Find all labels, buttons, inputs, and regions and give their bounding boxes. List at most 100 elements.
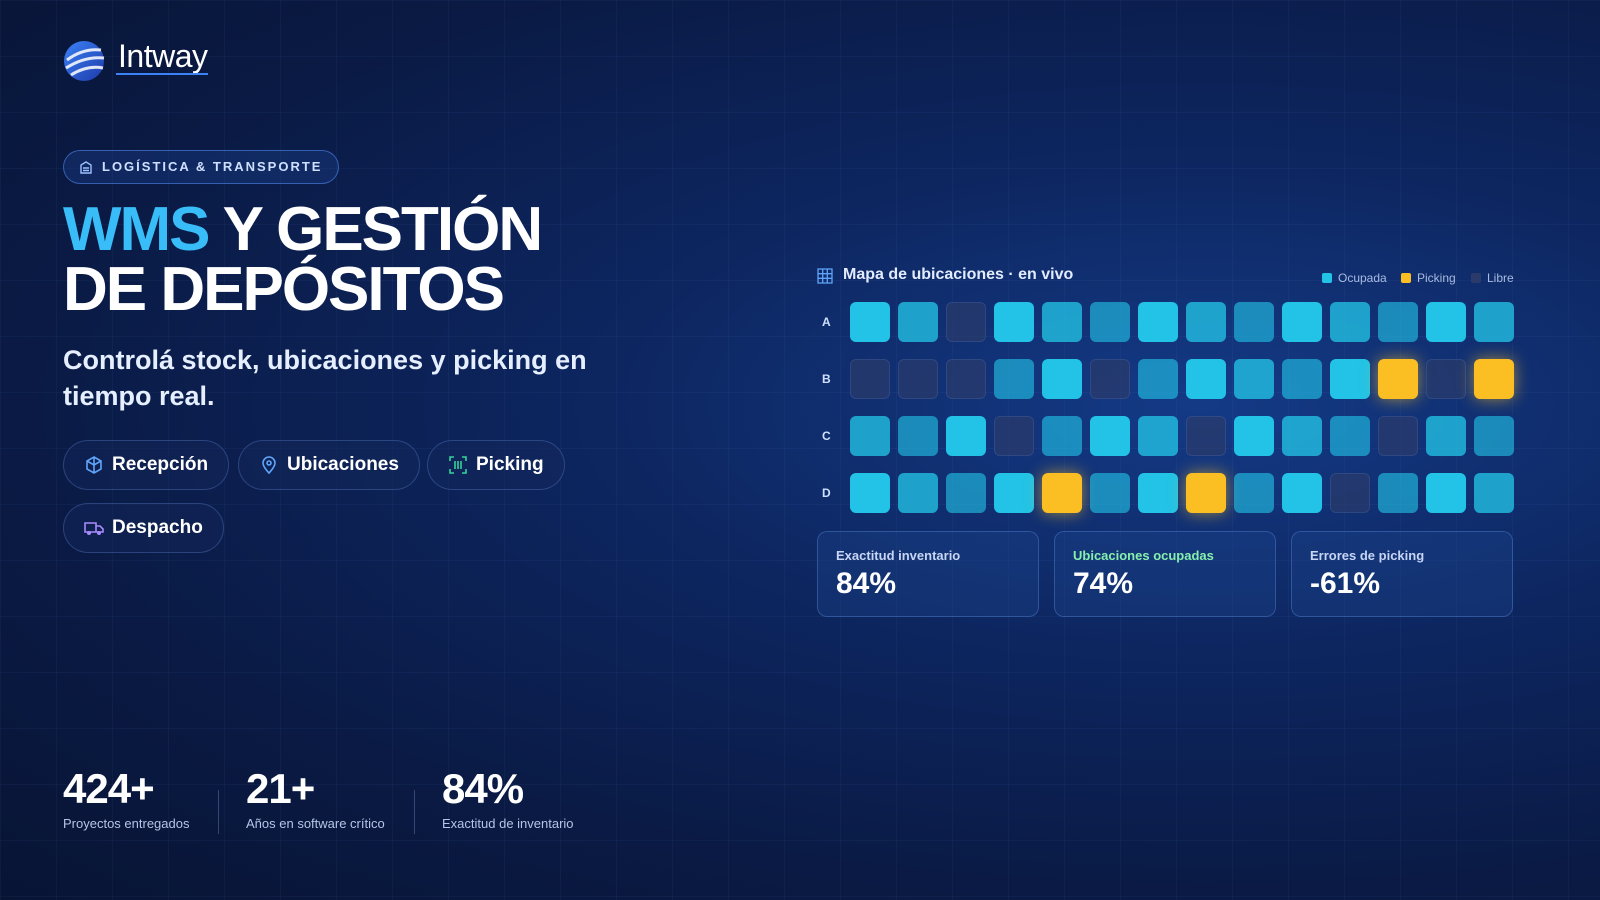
location-cell [1186,473,1226,513]
row-label: D [822,486,831,500]
location-cell [1378,359,1418,399]
location-cell [1474,416,1514,456]
location-cell [946,302,986,342]
legend-label: Ocupada [1338,271,1387,285]
brand-underline [116,73,208,75]
location-cell [1474,473,1514,513]
chip[interactable]: Recepción [63,440,230,490]
map-title: Mapa de ubicaciones · en vivo [843,266,1074,283]
location-cell [1138,473,1178,513]
divider [218,790,219,834]
row-label: A [822,315,831,329]
location-cell [1378,302,1418,342]
location-cell [1138,416,1178,456]
location-cell [1330,473,1370,513]
kpi-card: Errores de picking -61% [1291,531,1513,617]
location-cell [1426,302,1466,342]
location-cell [898,302,938,342]
legend-item: Picking [1401,271,1456,285]
divider [414,790,415,834]
kpi-label: Ubicaciones ocupadas [1073,548,1214,563]
brand: Intway [118,38,208,74]
location-cell [946,416,986,456]
kpi-value: 84% [836,567,897,600]
location-cell [946,473,986,513]
legend-item: Libre [1471,271,1514,285]
kpi-value: -61% [1310,567,1381,600]
location-cell [1330,302,1370,342]
location-cell [946,359,986,399]
location-cell [1138,302,1178,342]
location-cell [1042,473,1082,513]
chip[interactable]: Despacho [63,503,224,553]
location-cell [1042,416,1082,456]
location-cell [1138,359,1178,399]
location-cell [1282,359,1322,399]
kpi-card: Exactitud inventario 84% [817,531,1039,617]
kpi-card: Ubicaciones ocupadas 74% [1054,531,1276,617]
location-cell [1090,359,1130,399]
stat-value: 21+ [246,765,315,812]
location-cell [850,473,890,513]
location-cell [850,359,890,399]
location-cell [1330,416,1370,456]
legend-swatch [1471,273,1481,283]
location-cell [1330,359,1370,399]
location-cell [1282,473,1322,513]
badge-text: LOGÍSTICA & TRANSPORTE [102,159,323,174]
location-cell [898,416,938,456]
legend-item: Ocupada [1322,271,1387,285]
kpi-label: Errores de picking [1310,548,1425,563]
chip-label: Despacho [112,517,203,538]
location-cell [994,416,1034,456]
location-cell [850,302,890,342]
location-cell [1090,473,1130,513]
subtitle: Controlá stock, ubicaciones y picking en… [63,345,587,411]
chip-icon [262,456,276,475]
stat-label: Años en software crítico [246,816,385,831]
stat-value: 424+ [63,765,155,812]
stat-label: Proyectos entregados [63,816,190,831]
chip[interactable]: Ubicaciones [238,440,420,490]
headline: WMS Y GESTIÓN DE DEPÓSITOS [63,199,543,321]
location-cell [1378,416,1418,456]
location-cell [1426,416,1466,456]
location-cell [1282,302,1322,342]
legend-swatch [1322,273,1332,283]
row-label: B [822,372,831,386]
chip-label: Ubicaciones [287,454,399,475]
chip[interactable]: Picking [427,440,565,490]
chip-icon [86,456,102,474]
logo-mark [64,41,105,81]
headline-highlight: WMS [63,195,211,264]
location-cell [1234,416,1274,456]
location-cell [1234,359,1274,399]
location-cell [1474,359,1514,399]
location-cell [1282,416,1322,456]
chip-label: Picking [476,454,544,475]
location-cell [1042,302,1082,342]
location-cell [1378,473,1418,513]
badge: LOGÍSTICA & TRANSPORTE [63,150,340,184]
location-cell [1186,416,1226,456]
location-cell [1186,359,1226,399]
location-cell [1090,302,1130,342]
headline-line1: Y GESTIÓN [222,195,543,264]
kpi-value: 74% [1073,567,1134,600]
stat-label: Exactitud de inventario [442,816,574,831]
location-cell [1090,416,1130,456]
location-cell [1186,302,1226,342]
location-cell [850,416,890,456]
headline-line2: DE DEPÓSITOS [63,255,505,324]
map-icon [817,268,833,284]
kpi-label: Exactitud inventario [836,548,961,563]
location-cell [1042,359,1082,399]
location-cell [994,473,1034,513]
location-cell [898,473,938,513]
location-cell [1426,359,1466,399]
location-cell [994,302,1034,342]
chip-icon [84,522,104,535]
stat-value: 84% [442,765,524,812]
chip-label: Recepción [112,454,209,475]
